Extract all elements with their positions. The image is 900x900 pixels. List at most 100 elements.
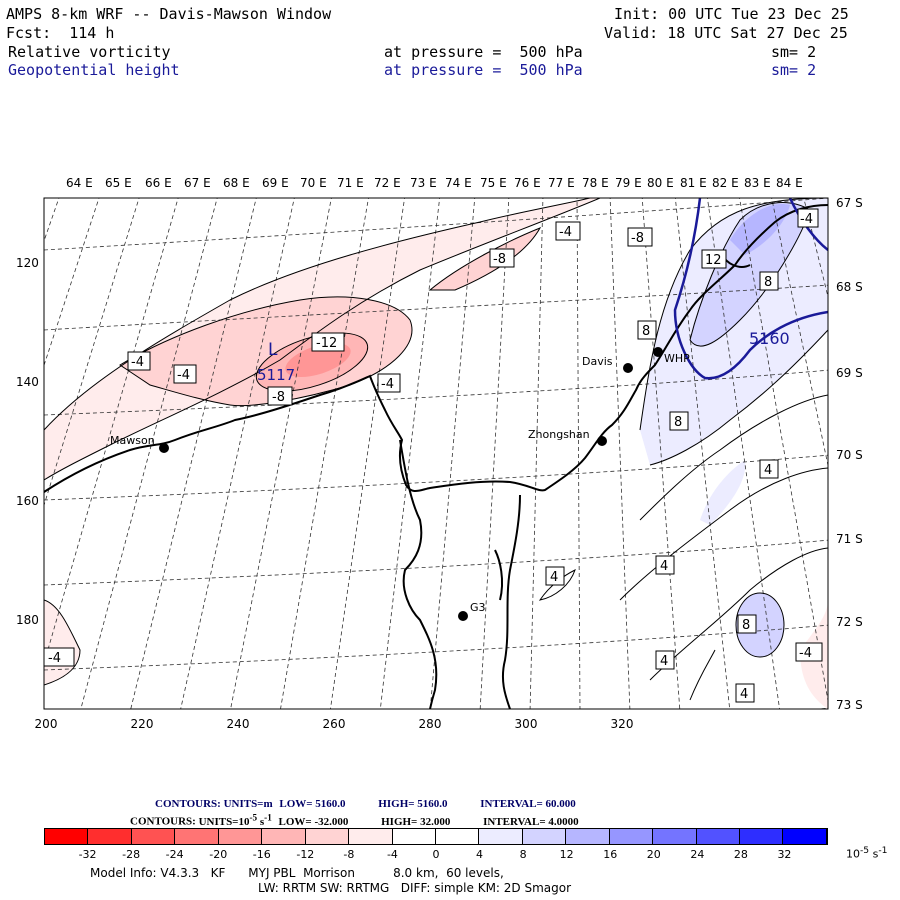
height-contour-info: CONTOURS: UNITS=m LOW= 5160.0 HIGH= 5160… xyxy=(155,798,576,810)
lon-label: 84 E xyxy=(776,176,803,190)
color-scale-label: -4 xyxy=(386,848,398,861)
model-info-line2: LW: RRTM SW: RRTMG DIFF: simple KM: 2D S… xyxy=(258,881,572,895)
color-scale-label: -32 xyxy=(78,848,97,861)
lon-label: 69 E xyxy=(262,176,289,190)
field1-level: at pressure = 500 hPa xyxy=(384,43,583,61)
svg-text:-12: -12 xyxy=(316,336,337,351)
svg-text:4: 4 xyxy=(660,654,668,669)
svg-text:-4: -4 xyxy=(48,651,61,666)
station-marker-davis xyxy=(623,363,633,373)
station-marker-g3 xyxy=(458,611,468,621)
lat-label: 71 S xyxy=(836,532,863,546)
station-marker-zhongshan xyxy=(597,436,607,446)
lon-label: 65 E xyxy=(105,176,132,190)
plot-title: AMPS 8-km WRF -- Davis-Mawson Window xyxy=(6,5,332,23)
height-contour-label: 5160 xyxy=(749,329,790,348)
contour-label: -4 xyxy=(555,221,581,241)
y-tick: 160 xyxy=(16,494,39,508)
init-time: Init: 00 UTC Tue 23 Dec 25 xyxy=(614,5,849,23)
contour-label: -4 xyxy=(795,642,823,662)
forecast-hour: Fcst: 114 h xyxy=(6,24,115,42)
lon-label: 78 E xyxy=(582,176,609,190)
contour-label: 8 xyxy=(759,271,779,291)
color-scale-unit: 10-5 s-1 xyxy=(846,845,888,861)
vorticity-contour-labels: -4 -4 -4 -8 -12 -8 -4 -8 -4 -4 -4 4 12 8… xyxy=(43,208,823,703)
color-swatch xyxy=(131,829,176,844)
svg-text:-4: -4 xyxy=(177,368,190,383)
color-swatch xyxy=(653,829,697,844)
svg-text:-8: -8 xyxy=(631,231,644,246)
lon-label: 64 E xyxy=(66,176,93,190)
contour-label: 4 xyxy=(545,566,565,586)
contour-label: -8 xyxy=(489,248,515,268)
y-tick: 120 xyxy=(16,256,39,270)
svg-text:4: 4 xyxy=(764,463,772,478)
y-tick: 180 xyxy=(16,613,39,627)
field1-name: Relative vorticity xyxy=(8,43,171,61)
lat-label: 69 S xyxy=(836,366,863,380)
height-contour-label: CONTOURS: xyxy=(155,798,221,810)
svg-text:4: 4 xyxy=(660,559,668,574)
color-swatch xyxy=(783,829,827,844)
lon-label: 83 E xyxy=(744,176,771,190)
lat-label: 68 S xyxy=(836,280,863,294)
x-tick: 220 xyxy=(130,717,154,731)
x-tick: 320 xyxy=(610,717,634,731)
color-swatch xyxy=(392,829,436,844)
contour-label: -8 xyxy=(267,386,293,406)
color-swatch xyxy=(696,829,740,844)
lon-label: 79 E xyxy=(615,176,642,190)
contour-label: 4 xyxy=(759,459,779,479)
height-contour-high: HIGH= 5160.0 xyxy=(378,798,448,810)
color-swatch xyxy=(435,829,480,844)
svg-text:-8: -8 xyxy=(272,390,285,405)
x-tick: 260 xyxy=(322,717,346,731)
lat-label: 73 S xyxy=(836,698,863,712)
color-swatch xyxy=(262,829,306,844)
negative-vorticity-area xyxy=(44,198,600,480)
y-tick: 140 xyxy=(16,375,39,389)
contour-label: -8 xyxy=(627,227,653,247)
x-tick: 280 xyxy=(418,717,442,731)
lat-label: 67 S xyxy=(836,196,863,210)
contour-label: 4 xyxy=(655,650,675,670)
station-label-whp: WHP xyxy=(664,352,690,365)
svg-text:8: 8 xyxy=(742,618,750,633)
lon-label: 67 E xyxy=(184,176,211,190)
color-scale-label: 8 xyxy=(519,848,527,861)
vort-contour-units: UNITS=10-5 s-1 xyxy=(198,812,272,828)
contour-label: -12 xyxy=(311,332,345,352)
color-swatch xyxy=(175,829,219,844)
negative-vorticity-core xyxy=(285,343,351,377)
lon-label: 82 E xyxy=(712,176,739,190)
station-label-zhongshan: Zhongshan xyxy=(528,428,590,441)
color-scale-bar xyxy=(44,828,828,845)
color-scale-label: 16 xyxy=(603,848,618,861)
contour-label: 4 xyxy=(735,683,755,703)
contour-label: -4 xyxy=(127,351,151,371)
station-markers xyxy=(159,347,663,621)
color-swatch xyxy=(566,829,610,844)
contour-label: -4 xyxy=(173,364,197,384)
svg-text:8: 8 xyxy=(674,415,682,430)
geopotential-height-contours xyxy=(673,198,828,380)
low-symbol: L xyxy=(268,340,278,360)
lon-label: 71 E xyxy=(337,176,364,190)
svg-text:-8: -8 xyxy=(493,252,506,267)
low-pressure-marker: L 5117 xyxy=(257,340,295,384)
height-contour-interval: INTERVAL= 60.000 xyxy=(480,798,576,810)
station-label-mawson: Mawson xyxy=(110,434,155,447)
vorticity-contour-info: CONTOURS: UNITS=10-5 s-1 LOW= -32.000 HI… xyxy=(130,812,579,828)
svg-text:-4: -4 xyxy=(800,212,813,227)
lon-label: 75 E xyxy=(480,176,507,190)
color-scale-label: -12 xyxy=(296,848,315,861)
color-scale-label: -16 xyxy=(252,848,271,861)
contour-label: 8 xyxy=(737,614,757,634)
station-label-g3: G3 xyxy=(470,601,486,614)
contour-label: 8 xyxy=(637,320,657,340)
color-swatch xyxy=(609,829,654,844)
contour-label: 8 xyxy=(669,411,689,431)
color-scale-label: 20 xyxy=(646,848,661,861)
svg-text:4: 4 xyxy=(740,687,748,702)
color-scale-label: -8 xyxy=(343,848,355,861)
